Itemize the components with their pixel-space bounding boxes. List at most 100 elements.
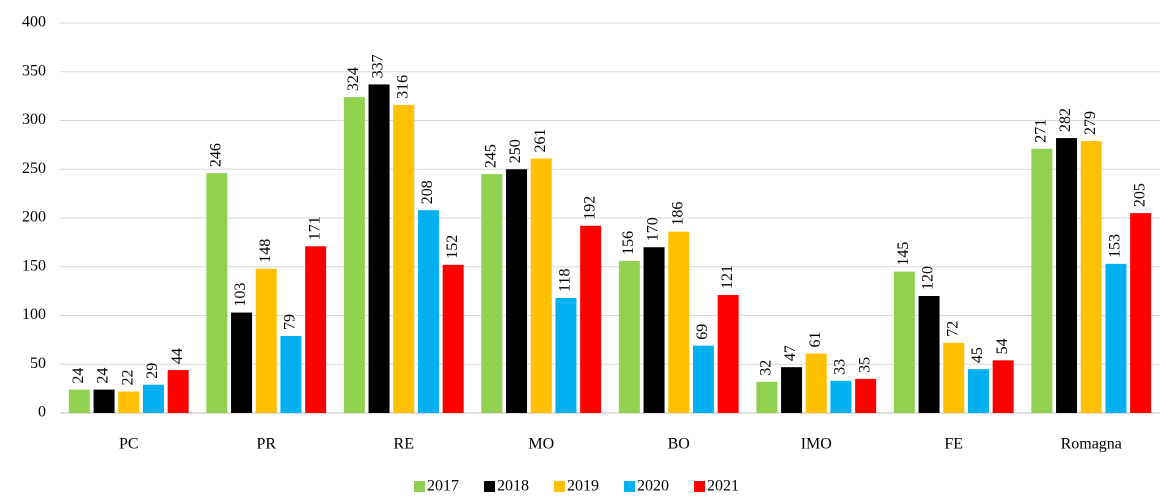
- legend-swatch: [414, 481, 425, 492]
- bar: [93, 389, 115, 413]
- bar: [530, 158, 552, 413]
- data-label: 44: [169, 348, 186, 364]
- bar: [481, 174, 503, 413]
- bar: [206, 173, 228, 413]
- y-tick-label: 250: [22, 160, 46, 177]
- bar: [1105, 263, 1127, 413]
- y-tick-label: 200: [22, 209, 46, 226]
- data-label: 192: [581, 196, 598, 220]
- bar: [231, 312, 253, 413]
- y-tick-label: 0: [38, 404, 46, 421]
- data-label: 69: [694, 324, 711, 340]
- data-label: 271: [1033, 119, 1050, 143]
- data-label: 29: [144, 363, 161, 379]
- data-label: 24: [70, 368, 87, 384]
- data-label: 103: [232, 283, 249, 307]
- data-label: 205: [1131, 183, 1148, 207]
- y-tick-label: 100: [22, 306, 46, 323]
- legend-swatch: [694, 481, 705, 492]
- bar: [643, 247, 665, 413]
- bar: [855, 378, 877, 413]
- legend-label: 2018: [497, 478, 529, 495]
- bar: [918, 296, 940, 413]
- data-label: 145: [895, 242, 912, 266]
- data-label: 22: [119, 370, 136, 386]
- data-label: 79: [282, 314, 299, 330]
- x-tick-label: Romagna: [1061, 436, 1122, 453]
- data-label: 245: [483, 144, 500, 168]
- bar: [118, 391, 140, 413]
- legend-label: 2020: [637, 478, 669, 495]
- bar: [893, 271, 915, 413]
- x-tick-label: IMO: [801, 436, 832, 453]
- x-tick-label: RE: [394, 436, 414, 453]
- bar: [417, 210, 439, 413]
- bar: [717, 295, 739, 413]
- bar: [368, 84, 390, 414]
- bar: [618, 260, 640, 413]
- x-tick-label: PR: [256, 436, 276, 453]
- data-label: 208: [419, 180, 436, 204]
- data-label: 24: [95, 368, 112, 384]
- legend-swatch: [624, 481, 635, 492]
- data-label: 170: [645, 217, 662, 241]
- bar: [68, 389, 90, 413]
- bar: [506, 169, 528, 413]
- data-label: 121: [719, 265, 736, 289]
- legend-label: 2017: [427, 478, 459, 495]
- bar: [393, 104, 415, 414]
- bar: [142, 384, 164, 413]
- data-label: 282: [1057, 108, 1074, 132]
- data-label: 72: [944, 321, 961, 337]
- bar: [781, 367, 803, 413]
- bar: [830, 380, 852, 413]
- bar: [343, 97, 365, 413]
- data-label: 156: [620, 231, 637, 255]
- x-tick-label: BO: [668, 436, 690, 453]
- data-label: 32: [758, 360, 775, 376]
- bar: [967, 369, 989, 413]
- x-tick-label: FE: [944, 436, 963, 453]
- data-label: 153: [1107, 234, 1124, 258]
- bar: [756, 381, 778, 413]
- data-label: 45: [969, 347, 986, 363]
- bar: [992, 360, 1014, 413]
- data-label: 152: [444, 235, 461, 259]
- bar: [805, 353, 827, 413]
- data-label: 337: [370, 54, 387, 78]
- y-tick-label: 300: [22, 111, 46, 128]
- bar: [1031, 148, 1053, 413]
- bar: [1080, 140, 1102, 413]
- x-tick-label: PC: [119, 436, 139, 453]
- bar: [442, 264, 464, 413]
- bar: [255, 268, 277, 413]
- bar: [167, 370, 189, 413]
- data-label: 47: [782, 345, 799, 361]
- bar: [305, 246, 327, 413]
- data-label: 120: [920, 266, 937, 290]
- bar: [1056, 138, 1078, 414]
- data-label: 316: [394, 75, 411, 99]
- data-label: 33: [832, 359, 849, 375]
- data-label: 250: [507, 139, 524, 163]
- data-label: 261: [532, 129, 549, 153]
- y-tick-label: 50: [30, 355, 46, 372]
- bar: [668, 231, 690, 413]
- y-tick-label: 400: [22, 14, 46, 31]
- data-label: 148: [257, 239, 274, 263]
- data-label: 61: [807, 332, 824, 348]
- bar: [555, 297, 577, 413]
- legend-label: 2021: [707, 478, 739, 495]
- bar: [692, 345, 714, 413]
- data-label: 279: [1082, 111, 1099, 135]
- bar: [280, 335, 302, 413]
- data-label: 186: [669, 202, 686, 226]
- data-label: 324: [345, 67, 362, 91]
- data-label: 54: [994, 338, 1011, 354]
- legend-swatch: [484, 481, 495, 492]
- legend-swatch: [554, 481, 565, 492]
- bar: [1130, 213, 1152, 413]
- data-label: 118: [557, 269, 574, 292]
- data-label: 171: [306, 216, 323, 240]
- x-tick-label: MO: [528, 436, 554, 453]
